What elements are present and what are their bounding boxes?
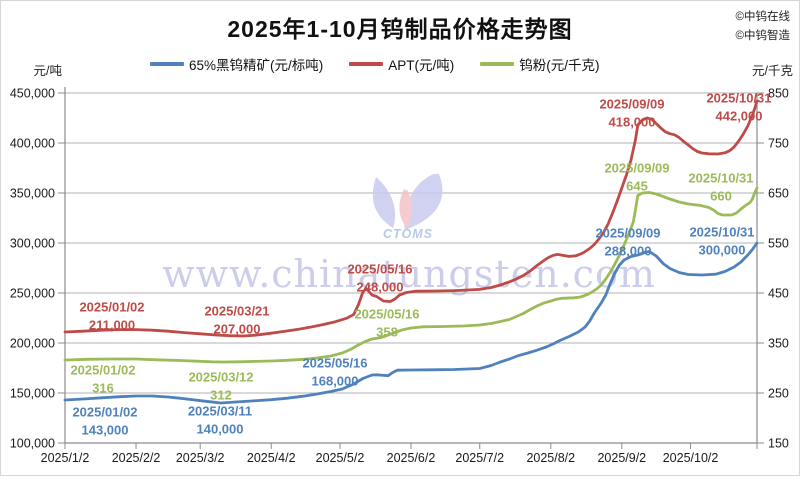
legend-swatch-wolframite xyxy=(150,62,184,66)
legend-item-tungsten-powder: 钨粉(元/千克) xyxy=(480,54,600,74)
annotation-value: 358 xyxy=(376,325,398,340)
x-axis-tick: 2025/3/2 xyxy=(176,451,225,465)
annotation-value: 312 xyxy=(210,388,232,403)
y-axis-tick-left: 350,000 xyxy=(10,187,55,201)
series-line-1 xyxy=(63,99,759,338)
annotation-value: 660 xyxy=(710,189,732,204)
x-axis-tick: 2025/10/2 xyxy=(663,451,719,465)
series-line-2 xyxy=(63,186,759,364)
x-axis-tick: 2025/9/2 xyxy=(597,451,646,465)
legend-swatch-tungsten-powder xyxy=(480,62,515,66)
annotation-date: 2025/03/21 xyxy=(204,304,269,319)
gridlines-and-axes: 100,000 150,000 200,000 250,000 300,000 350,0… xyxy=(10,87,789,466)
legend-label-wolframite: 65%黑钨精矿(元/标吨) xyxy=(189,58,324,73)
y-axis-tick-right: 350 xyxy=(768,337,789,351)
annotation-value: 316 xyxy=(92,381,114,396)
y-axis-tick-left: 200,000 xyxy=(10,337,55,351)
annotation-value: 140,000 xyxy=(197,422,244,437)
y-axis-tick-left: 450,000 xyxy=(10,87,55,101)
x-axis-tick: 2025/7/2 xyxy=(455,451,504,465)
annotation-date: 2025/01/02 xyxy=(70,363,135,378)
annotation-value: 143,000 xyxy=(82,423,129,438)
watermark-text: www.chinatungsten.com xyxy=(162,252,656,296)
annotation-value: 645 xyxy=(626,179,648,194)
series-lines xyxy=(63,99,759,405)
annotation-value: 442,000 xyxy=(716,109,763,124)
y-axis-tick-right: 250 xyxy=(768,387,789,401)
annotation-value: 248,000 xyxy=(357,280,404,295)
annotation-date: 2025/09/09 xyxy=(604,161,669,176)
y-axis-tick-right: 550 xyxy=(768,237,789,251)
annotation-value: 211,000 xyxy=(89,318,135,333)
chart-title: 2025年1-10月钨制品价格走势图 xyxy=(227,16,573,42)
legend-item-wolframite: 65%黑钨精矿(元/标吨) xyxy=(150,54,323,74)
x-axis-tick: 2025/2/2 xyxy=(112,451,161,465)
annotation-value: 288,000 xyxy=(605,244,652,259)
data-annotations: 2025/01/02 211,000 2025/03/21 207,000 2025/0… xyxy=(70,91,771,438)
logo-petal-right xyxy=(404,173,443,230)
logo-text: CTOMS xyxy=(383,227,433,241)
series-line-0 xyxy=(63,241,759,405)
annotation-date: 2025/01/02 xyxy=(72,405,137,420)
annotation-date: 2025/05/16 xyxy=(347,262,412,277)
y-axis-tick-left: 400,000 xyxy=(10,137,55,151)
annotation-date: 2025/03/11 xyxy=(188,404,252,419)
legend-swatch-apt xyxy=(349,62,384,66)
y-axis-tick-left: 300,000 xyxy=(10,237,55,251)
y-axis-tick-right: 850 xyxy=(768,87,789,101)
x-axis-tick: 2025/4/2 xyxy=(247,451,296,465)
y-axis-tick-right: 150 xyxy=(768,437,789,451)
x-axis-tick: 2025/8/2 xyxy=(526,451,575,465)
annotation-value: 418,000 xyxy=(609,115,656,130)
y-axis-tick-left: 250,000 xyxy=(10,287,55,301)
annotation-date: 2025/10/31 xyxy=(706,91,771,106)
y-axis-tick-left: 100,000 xyxy=(10,437,55,451)
x-axis-tick: 2025/6/2 xyxy=(387,451,436,465)
copyright-block: ©中钨在线 ©中钨智造 xyxy=(736,8,790,46)
x-axis-tick: 2025/1/2 xyxy=(41,451,90,465)
y-axis-tick-left: 150,000 xyxy=(10,387,55,401)
annotation-value: 168,000 xyxy=(312,374,359,389)
annotation-date: 2025/03/12 xyxy=(188,370,253,385)
legend-label-apt: APT(元/吨) xyxy=(388,58,455,73)
chart-legend: 65%黑钨精矿(元/标吨) APT(元/吨) 钨粉(元/千克) xyxy=(150,54,600,74)
ctoms-logo: CTOMS xyxy=(372,173,443,241)
annotation-date: 2025/05/16 xyxy=(354,307,419,322)
annotation-date: 2025/05/16 xyxy=(302,356,367,371)
annotation-value: 207,000 xyxy=(214,322,261,337)
y-axis-tick-right: 450 xyxy=(768,287,789,301)
y-axis-unit-right: 元/千克 xyxy=(752,64,793,78)
annotation-date: 2025/09/09 xyxy=(595,226,660,241)
annotation-date: 2025/10/31 xyxy=(689,225,754,240)
copyright-line-1: ©中钨在线 xyxy=(735,11,790,23)
y-axis-tick-right: 650 xyxy=(768,187,789,201)
annotation-date: 2025/01/02 xyxy=(79,300,144,315)
logo-petal-center xyxy=(399,189,412,228)
legend-label-tungsten-powder: 钨粉(元/千克) xyxy=(519,58,600,73)
x-axis-tick: 2025/5/2 xyxy=(316,451,365,465)
legend-item-apt: APT(元/吨) xyxy=(349,54,454,74)
logo-petal-left xyxy=(372,177,396,228)
annotation-date: 2025/09/09 xyxy=(599,97,664,112)
copyright-line-2: ©中钨智造 xyxy=(735,30,790,42)
y-axis-unit-left: 元/吨 xyxy=(33,64,62,78)
y-axis-tick-right: 750 xyxy=(768,137,789,151)
annotation-date: 2025/10/31 xyxy=(688,171,753,186)
annotation-value: 300,000 xyxy=(699,243,746,258)
watermark-layer: CTOMS www.chinatungsten.com xyxy=(162,173,656,296)
